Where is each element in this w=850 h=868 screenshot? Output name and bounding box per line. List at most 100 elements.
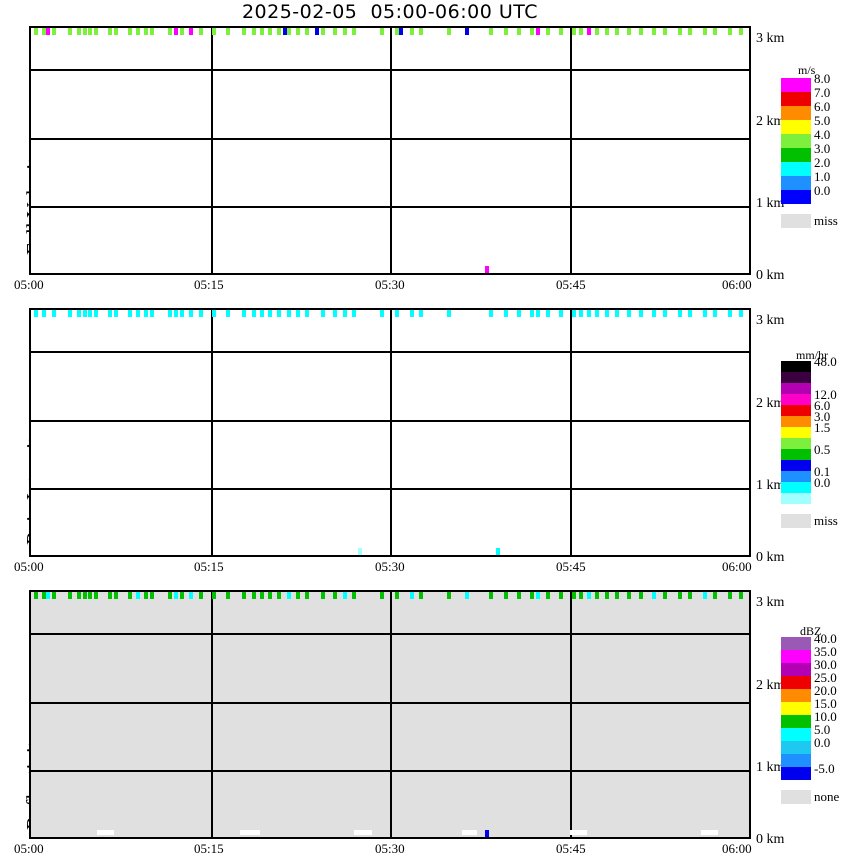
- data-cell: [342, 592, 347, 599]
- data-cell: [488, 310, 493, 317]
- data-cell: [352, 28, 357, 35]
- vertical-gridline: [569, 592, 572, 837]
- data-cell: [484, 266, 489, 273]
- data-cell: [604, 28, 609, 35]
- ytick-rf-3km: 3 km: [756, 595, 785, 610]
- ytick-ri-2km: 2 km: [756, 396, 785, 411]
- data-cell: [504, 592, 509, 599]
- data-cell: [189, 592, 194, 599]
- data-cell: [604, 592, 609, 599]
- data-cell: [107, 28, 112, 35]
- data-cell: [242, 28, 246, 35]
- data-cell: [198, 592, 203, 599]
- data-cell: [586, 310, 591, 317]
- data-cell: [51, 592, 56, 599]
- xtick-fv-0: 05:00: [14, 277, 44, 292]
- data-cell: [409, 310, 414, 317]
- data-cell: [419, 592, 424, 599]
- data-cell: [295, 592, 300, 599]
- data-cell: [135, 592, 140, 599]
- colorbar-reflectivity: 40.0 35.0 30.0 25.0 20.0 15.0 10.0 5.0 0.0 -5.0 no…: [781, 632, 839, 804]
- vertical-gridline: [210, 592, 213, 837]
- data-cell: [242, 310, 246, 317]
- data-cell: [113, 28, 118, 35]
- data-cell: [713, 28, 718, 35]
- data-cell: [352, 592, 357, 599]
- data-cell: [149, 592, 154, 599]
- data-cell: [409, 592, 414, 599]
- data-cell: [702, 310, 707, 317]
- xtick-fv-1: 05:15: [194, 277, 224, 292]
- data-cell: [320, 592, 325, 599]
- ground-clutter-patch: [569, 830, 588, 835]
- xtick-fv-3: 05:45: [556, 277, 586, 292]
- data-cell: [579, 592, 584, 599]
- data-cell: [572, 592, 577, 599]
- colorbar-swatch: [781, 361, 811, 372]
- data-cell: [446, 310, 451, 317]
- data-cell: [143, 28, 148, 35]
- data-cell: [579, 310, 584, 317]
- data-cell: [107, 592, 112, 599]
- colorbar-swatch: [781, 383, 811, 394]
- data-cell: [295, 310, 300, 317]
- colorbar-swatch: [781, 689, 811, 702]
- data-cell: [342, 310, 347, 317]
- data-cell: [677, 310, 682, 317]
- data-cell: [87, 310, 92, 317]
- data-cell: [677, 28, 682, 35]
- data-cell: [93, 28, 98, 35]
- data-cell: [189, 28, 194, 35]
- data-cell: [627, 310, 632, 317]
- colorbar-missing-label: miss: [814, 213, 838, 228]
- colorbar-swatch: [781, 767, 811, 780]
- data-cell: [530, 592, 535, 599]
- data-cell: [113, 310, 118, 317]
- colorbar-fall-velocity: 8.0 7.0 6.0 5.0 4.0 3.0 2.0 1.0 0.0 miss: [781, 72, 838, 228]
- colorbar-tick-label: 0.1: [814, 464, 831, 479]
- data-cell: [536, 28, 541, 35]
- xtick-fv-2: 05:30: [375, 277, 405, 292]
- xtick-ri-2: 05:30: [375, 559, 405, 574]
- data-cell: [488, 592, 493, 599]
- colorbar-units-reflectivity: dBZ: [800, 624, 822, 638]
- colorbar-tick-label: 2.0: [814, 155, 831, 170]
- data-cell: [76, 592, 81, 599]
- data-cell: [68, 310, 73, 317]
- data-cell: [42, 28, 47, 35]
- data-cell: [198, 310, 203, 317]
- data-cell: [579, 28, 584, 35]
- data-cell: [342, 28, 347, 35]
- data-cell: [639, 310, 644, 317]
- data-cell: [45, 28, 50, 35]
- data-cell: [652, 592, 657, 599]
- data-cell: [464, 28, 469, 35]
- data-cell: [173, 310, 178, 317]
- data-cell: [82, 592, 87, 599]
- data-cell: [287, 592, 292, 599]
- xtick-fv-4: 06:00: [722, 277, 752, 292]
- colorbar-swatch: [781, 190, 811, 204]
- colorbar-tick-label: 3.0: [814, 141, 831, 156]
- plot-area-rain-intensity: [31, 310, 749, 555]
- data-cell: [68, 592, 73, 599]
- ytick-rf-1km: 1 km: [756, 760, 785, 775]
- ytick-fv-0km: 0 km: [756, 268, 785, 283]
- data-cell: [276, 592, 281, 599]
- data-cell: [135, 310, 140, 317]
- data-cell: [282, 28, 287, 35]
- xtick-rf-4: 06:00: [722, 841, 752, 856]
- data-cell: [713, 592, 718, 599]
- colorbar-missing-swatch: [781, 214, 811, 228]
- data-cell: [226, 592, 231, 599]
- data-cell: [504, 28, 509, 35]
- data-cell: [572, 310, 577, 317]
- vertical-gridline: [390, 310, 392, 555]
- colorbar-swatch: [781, 405, 811, 416]
- data-cell: [68, 28, 73, 35]
- colorbar-rain-intensity: 48.0 12.0 6.0 3.0 1.5 0.5 0.1 0.0 miss: [781, 355, 838, 528]
- data-cell: [268, 592, 273, 599]
- data-cell: [268, 310, 273, 317]
- colorbar-tick-label: 7.0: [814, 85, 831, 100]
- data-cell: [305, 28, 310, 35]
